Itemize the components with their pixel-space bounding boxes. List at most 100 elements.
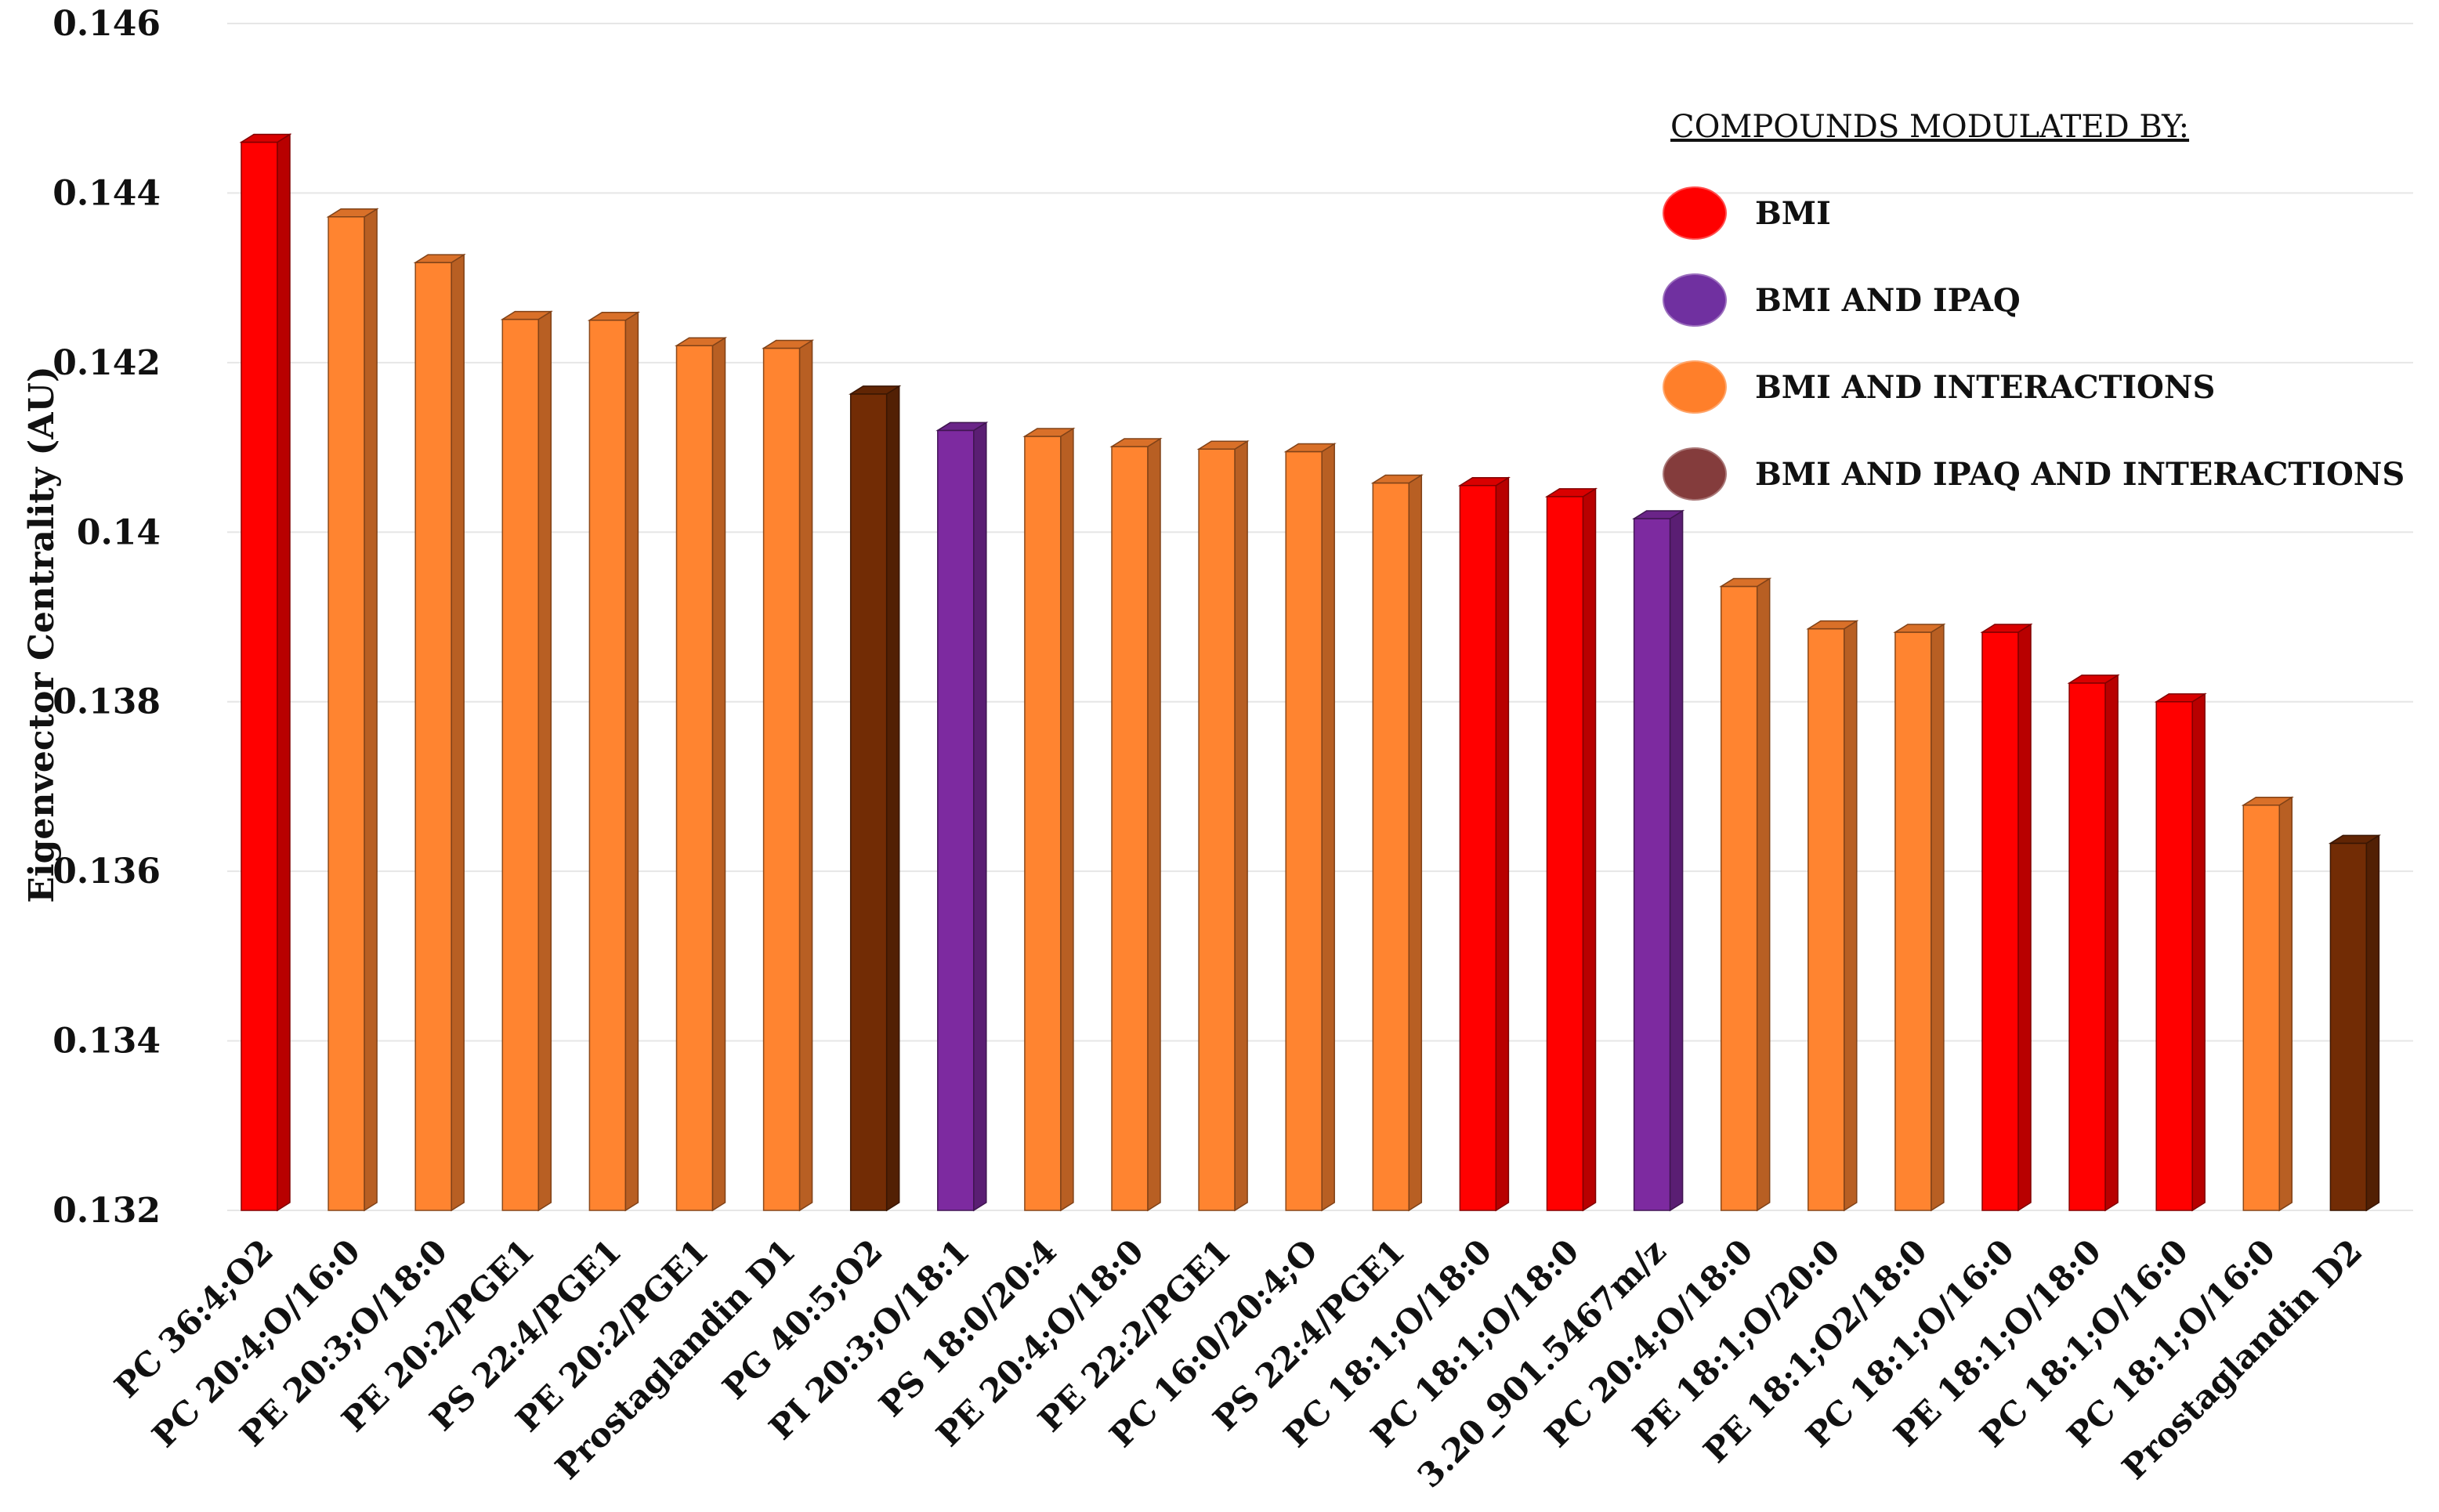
bar-23 [2241,796,2294,1212]
bar-6 [761,339,815,1212]
bar-front-4 [588,320,627,1211]
bar-10 [1109,437,1163,1212]
bar-side-10 [1147,437,1161,1212]
bar-front-12 [1285,450,1323,1211]
bar-top-2 [413,254,466,263]
bar-side-14 [1495,476,1510,1212]
bars-layer [239,133,2382,1212]
bar-front-1 [327,215,365,1211]
bar-top-17 [1719,577,1772,588]
bar-side-5 [711,336,726,1212]
bar-top-5 [674,337,728,346]
bar-top-4 [587,312,641,321]
bar-16 [1631,509,1685,1212]
bar-side-16 [1669,509,1684,1212]
bar-5 [674,336,728,1212]
bar-22 [2154,693,2207,1212]
bar-19 [1893,623,1946,1212]
bar-20 [1980,623,2033,1212]
legend-entry-0: BMI [1663,186,1831,240]
bar-top-13 [1370,474,1424,484]
bar-front-0 [241,141,278,1211]
y-tick-label-5: 0.142 [52,343,161,383]
bar-14 [1457,476,1511,1212]
bar-top-1 [326,208,379,218]
bar-top-9 [1022,428,1076,437]
legend-swatch-0 [1663,186,1727,240]
bar-top-8 [935,421,989,432]
legend-entries: BMI BMI AND IPAQ BMI AND INTERACTIONS BMI A… [1663,186,2405,501]
bar-top-16 [1631,510,1685,519]
bar-front-18 [1808,628,1845,1211]
bar-top-24 [2328,834,2382,845]
bar-side-17 [1756,577,1771,1212]
y-tick-label-7: 0.146 [52,4,161,44]
bar-front-14 [1459,485,1497,1211]
bar-4 [587,311,641,1212]
bar-side-22 [2191,693,2206,1212]
bar-side-19 [1931,623,1945,1212]
bar-side-13 [1408,474,1423,1212]
bar-7 [849,385,902,1212]
legend-title: COMPOUNDS MODULATED BY: [1670,109,2189,145]
bar-side-7 [885,385,900,1212]
y-tick-label-2: 0.136 [52,852,161,892]
legend-label-3: BMI AND IPAQ AND INTERACTIONS [1755,456,2405,493]
bar-side-23 [2278,796,2293,1212]
bar-front-22 [2155,700,2193,1211]
bar-front-23 [2242,804,2281,1211]
bar-front-11 [1198,448,1236,1211]
bar-side-24 [2365,834,2380,1212]
bar-side-20 [2017,623,2032,1212]
bar-11 [1196,439,1250,1212]
bar-front-5 [675,345,714,1211]
bar-top-18 [1806,620,1859,630]
bar-side-2 [451,253,465,1212]
bar-top-11 [1196,440,1250,450]
bar-0 [239,133,292,1212]
bar-side-11 [1234,439,1248,1212]
bar-top-23 [2241,796,2294,806]
bar-15 [1544,487,1598,1212]
legend-label-0: BMI [1755,195,1831,232]
bar-top-14 [1457,477,1511,487]
bar-top-6 [761,339,815,349]
bar-top-22 [2154,693,2207,703]
bar-3 [500,310,553,1212]
bar-side-15 [1582,487,1597,1212]
legend-swatch-2 [1663,360,1727,414]
bar-top-0 [239,133,292,143]
legend-entry-2: BMI AND INTERACTIONS [1663,360,2215,414]
legend-entry-3: BMI AND IPAQ AND INTERACTIONS [1663,447,2405,501]
bar-front-16 [1633,518,1671,1211]
bar-21 [2067,674,2120,1212]
bar-front-15 [1546,496,1584,1211]
bar-2 [413,253,466,1212]
bar-front-24 [2329,842,2368,1211]
bar-top-20 [1980,624,2033,633]
y-tick-label-6: 0.144 [52,173,161,213]
bar-side-3 [537,310,552,1212]
y-axis-ticks: 0.132 0.134 0.136 0.138 0.14 0.142 0.144 0.146 [52,4,161,1231]
bar-front-20 [1981,631,2019,1211]
bar-side-9 [1060,427,1074,1212]
bar-top-3 [500,310,553,320]
bar-front-2 [414,262,452,1211]
y-tick-label-0: 0.132 [52,1191,161,1231]
y-axis-label: Eigenvector Centrality (AU) [22,366,62,902]
bar-top-10 [1109,438,1163,447]
bar-17 [1719,577,1772,1212]
legend-label-2: BMI AND INTERACTIONS [1755,369,2215,406]
bar-9 [1022,427,1076,1212]
bar-side-4 [624,311,639,1212]
y-tick-label-4: 0.14 [77,512,161,552]
y-tick-label-3: 0.138 [52,682,161,722]
y-tick-label-1: 0.134 [52,1022,161,1062]
bar-side-0 [277,133,291,1212]
bar-side-6 [798,339,813,1212]
bar-side-8 [973,421,987,1212]
bar-top-15 [1544,488,1598,497]
